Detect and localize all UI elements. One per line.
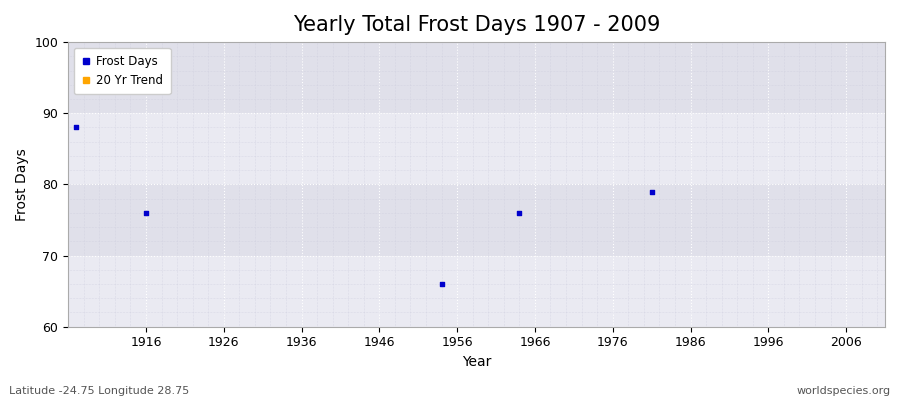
Legend: Frost Days, 20 Yr Trend: Frost Days, 20 Yr Trend — [74, 48, 171, 94]
Text: Latitude -24.75 Longitude 28.75: Latitude -24.75 Longitude 28.75 — [9, 386, 189, 396]
Point — [139, 210, 153, 216]
Y-axis label: Frost Days: Frost Days — [15, 148, 29, 221]
Bar — [68, 184, 885, 256]
Point — [644, 188, 659, 195]
Bar — [68, 113, 885, 184]
Point — [512, 210, 526, 216]
Text: worldspecies.org: worldspecies.org — [796, 386, 891, 396]
Title: Yearly Total Frost Days 1907 - 2009: Yearly Total Frost Days 1907 - 2009 — [292, 15, 661, 35]
Bar — [68, 256, 885, 327]
Point — [435, 281, 449, 287]
Bar — [68, 42, 885, 113]
X-axis label: Year: Year — [462, 355, 491, 369]
Point — [68, 124, 83, 131]
